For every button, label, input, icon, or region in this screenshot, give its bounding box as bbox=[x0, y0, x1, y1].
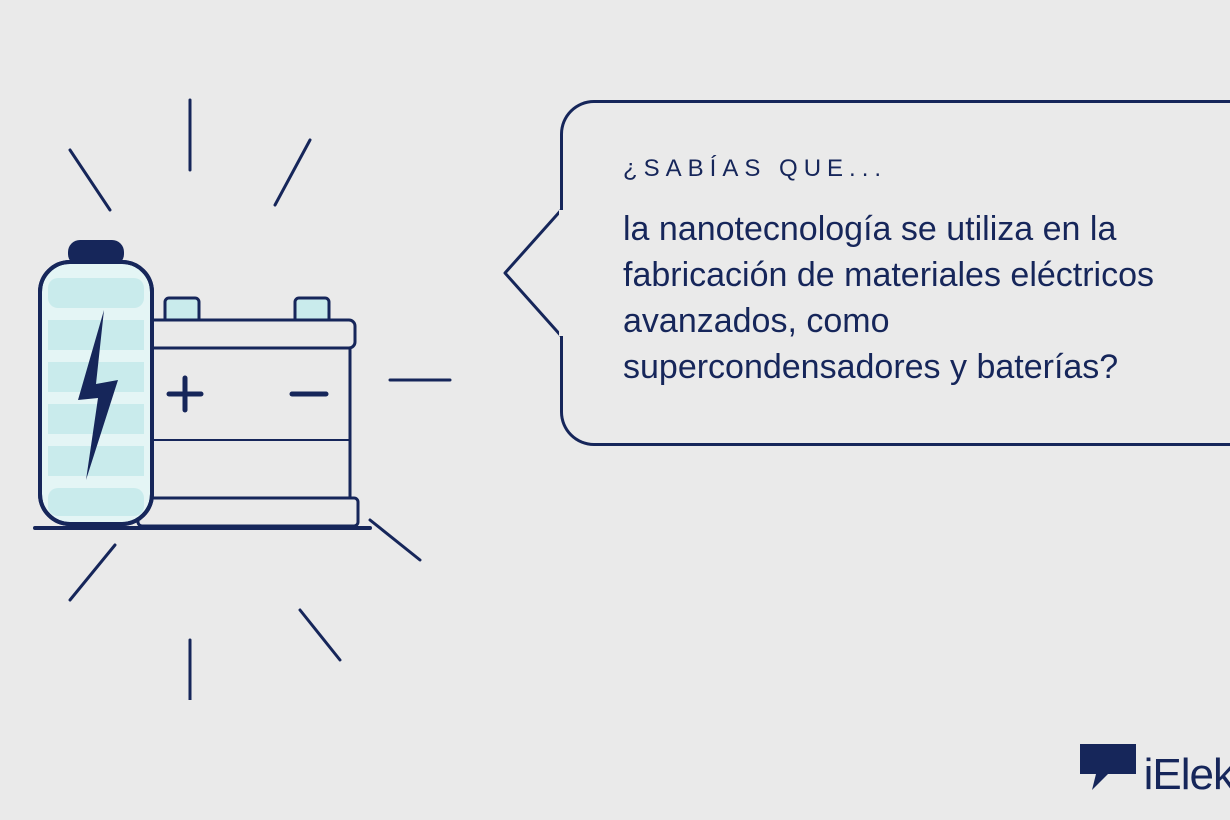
phone-battery-icon bbox=[40, 240, 152, 524]
bubble-tail-icon bbox=[499, 208, 563, 338]
batteries-svg bbox=[0, 80, 520, 700]
bubble-heading: ¿SABÍAS QUE... bbox=[623, 155, 1200, 183]
ray-line bbox=[370, 520, 420, 560]
logo-main: Elek bbox=[1152, 750, 1230, 799]
car-battery-icon bbox=[138, 298, 358, 526]
speech-bubble: ¿SABÍAS QUE... la nanotecnología se util… bbox=[560, 100, 1230, 446]
ray-line bbox=[70, 545, 115, 600]
bubble-body-text: la nanotecnología se utiliza en la fabri… bbox=[623, 207, 1183, 391]
ray-line bbox=[70, 150, 110, 210]
logo-speech-icon bbox=[1074, 740, 1144, 800]
brand-logo: iElek bbox=[1074, 740, 1230, 800]
logo-text: iElek bbox=[1144, 750, 1230, 800]
batteries-illustration bbox=[0, 80, 520, 700]
ray-line bbox=[300, 610, 340, 660]
ray-line bbox=[275, 140, 310, 205]
infographic-canvas: ¿SABÍAS QUE... la nanotecnología se util… bbox=[0, 0, 1230, 820]
